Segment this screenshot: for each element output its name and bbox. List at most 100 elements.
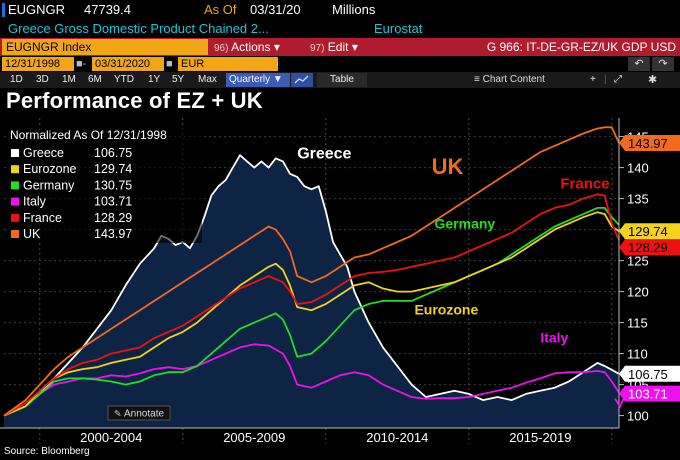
annotate-box	[107, 405, 171, 421]
chevron-down-icon: ▾	[351, 40, 358, 54]
end-date-input[interactable]: 03/31/2020	[92, 57, 164, 71]
chart-content-label: Chart Content	[482, 74, 545, 85]
y-tick-label: 120	[627, 285, 649, 300]
range-1d[interactable]: 1D	[10, 74, 23, 85]
series-line-france	[3, 193, 619, 417]
last-value-tag-france	[619, 239, 680, 256]
chevron-down-icon: ▼	[272, 74, 283, 85]
x-tick-label: 2015-2019	[509, 430, 571, 445]
last-value-tag-greece	[619, 365, 680, 382]
source-label: Source: Bloomberg	[4, 446, 90, 457]
legend-value-germany: 130.75	[94, 178, 132, 192]
series-label-germany: Germany	[435, 215, 496, 231]
asof-label: As Of	[204, 2, 237, 17]
annotate-button[interactable]: ✎ Annotate	[107, 405, 171, 421]
start-date-input[interactable]: 12/31/1998	[2, 57, 74, 71]
redo-icon[interactable]: ↷	[652, 57, 674, 71]
legend-name-eurozone: Eurozone	[23, 162, 77, 176]
units-label: Millions	[332, 2, 376, 17]
expand-icon[interactable]: ⤢	[614, 74, 622, 85]
series-line-uk	[3, 126, 619, 417]
legend-title: Normalized As Of 12/31/1998	[10, 128, 167, 142]
x-tick-label: 2000-2004	[80, 430, 142, 445]
range-1m[interactable]: 1M	[62, 74, 76, 85]
greece-area	[4, 155, 619, 428]
series-line-eurozone	[3, 211, 619, 417]
add-icon[interactable]: +	[590, 74, 596, 85]
y-tick-label: 100	[627, 409, 649, 424]
last-value-greece: 106.75	[628, 367, 668, 382]
last-value-italy: 103.71	[628, 387, 668, 402]
y-tick-label: 115	[627, 316, 648, 331]
legend-swatch-uk	[11, 230, 19, 238]
periodicity-select[interactable]: Quarterly ▼	[226, 73, 290, 87]
legend-value-italy: 103.71	[94, 195, 132, 209]
last-value-tag-uk	[619, 134, 680, 151]
actions-menu[interactable]: 96) Actions ▾	[214, 39, 296, 55]
currency-select[interactable]: EUR	[178, 57, 278, 71]
legend-name-greece: Greece	[23, 146, 64, 160]
calendar-icon[interactable]: ■	[166, 58, 173, 70]
legend-swatch-france	[11, 213, 19, 222]
pencil-icon: ✎	[114, 409, 122, 419]
date-separator: ■-	[76, 58, 87, 70]
range-ytd[interactable]: YTD	[114, 74, 134, 85]
legend-name-uk: UK	[23, 227, 41, 241]
edit-menu[interactable]: 97) Edit ▾	[310, 39, 384, 55]
series-label-italy: Italy	[540, 329, 568, 345]
toolbar-divider: |	[604, 74, 607, 85]
last-value-eurozone: 129.74	[628, 224, 668, 239]
edit-number: 97)	[310, 43, 325, 54]
series-line-italy	[3, 343, 619, 417]
data-source: Eurostat	[374, 21, 423, 36]
chevron-down-icon: ▾	[273, 40, 280, 54]
legend-swatch-eurozone	[11, 165, 19, 174]
asof-date: 03/31/20	[250, 2, 301, 17]
actions-label: Actions	[231, 40, 271, 54]
description-row: Greece Gross Domestic Product Chained 2.…	[0, 20, 680, 38]
range-5y[interactable]: 5Y	[172, 74, 185, 85]
range-6m[interactable]: 6M	[88, 74, 102, 85]
table-button[interactable]: Table	[317, 73, 367, 87]
cursor-marker	[2, 3, 5, 17]
legend-swatch-germany	[11, 181, 19, 190]
command-bar: EUGNGR Index 96) Actions ▾ 97) Edit ▾ G …	[0, 38, 680, 56]
ticker-label: EUGNGR	[8, 2, 66, 17]
legend-box	[6, 125, 202, 243]
legend: Normalized As Of 12/31/1998 Greece 106.75 E…	[6, 125, 202, 243]
range-max[interactable]: Max	[198, 74, 217, 85]
chart-content-button[interactable]: ≡ Chart Content	[474, 73, 545, 87]
undo-icon[interactable]: ↶	[628, 57, 650, 71]
legend-value-france: 128.29	[94, 211, 132, 225]
date-bar: 12/31/1998 ■- 03/31/2020 ■ EUR ↶ ↷	[0, 56, 680, 72]
axis-layer: 1001051101151201251301351401452000-20042…	[0, 118, 680, 445]
y-tick-label: 110	[627, 347, 648, 362]
x-tick-label: 2005-2009	[223, 430, 285, 445]
toolbar: 1D 3D 1M 6M YTD 1Y 5Y Max Quarterly ▼ Ta…	[0, 72, 680, 88]
label-layer: Greece Eurozone Germany Italy France UK	[297, 145, 625, 409]
gear-icon[interactable]: ✱	[648, 74, 658, 86]
annotate-label: Annotate	[124, 409, 164, 420]
security-input[interactable]: EUGNGR Index	[2, 39, 208, 55]
legend-name-italy: Italy	[23, 195, 47, 209]
series-line-germany	[3, 207, 619, 417]
italy-arrow	[614, 397, 625, 409]
range-3d[interactable]: 3D	[36, 74, 49, 85]
line-chart-icon[interactable]	[291, 73, 313, 87]
series-label-greece: Greece	[297, 145, 351, 162]
series-label-eurozone: Eurozone	[414, 302, 478, 318]
sliders-icon: ≡	[474, 74, 480, 85]
last-value-tag-italy	[619, 385, 680, 402]
actions-number: 96)	[214, 43, 229, 54]
range-1y[interactable]: 1Y	[148, 74, 161, 85]
security-description: Greece Gross Domestic Product Chained 2.…	[8, 21, 269, 36]
y-tick-label: 140	[627, 161, 649, 176]
legend-swatch-greece	[11, 149, 19, 157]
legend-value-uk: 143.97	[94, 227, 132, 241]
series-label-france: France	[560, 176, 609, 193]
last-value: 47739.4	[84, 2, 131, 17]
legend-value-greece: 106.75	[94, 146, 132, 160]
x-tick-label: 2010-2014	[366, 430, 428, 445]
y-tick-label: 135	[627, 192, 649, 207]
